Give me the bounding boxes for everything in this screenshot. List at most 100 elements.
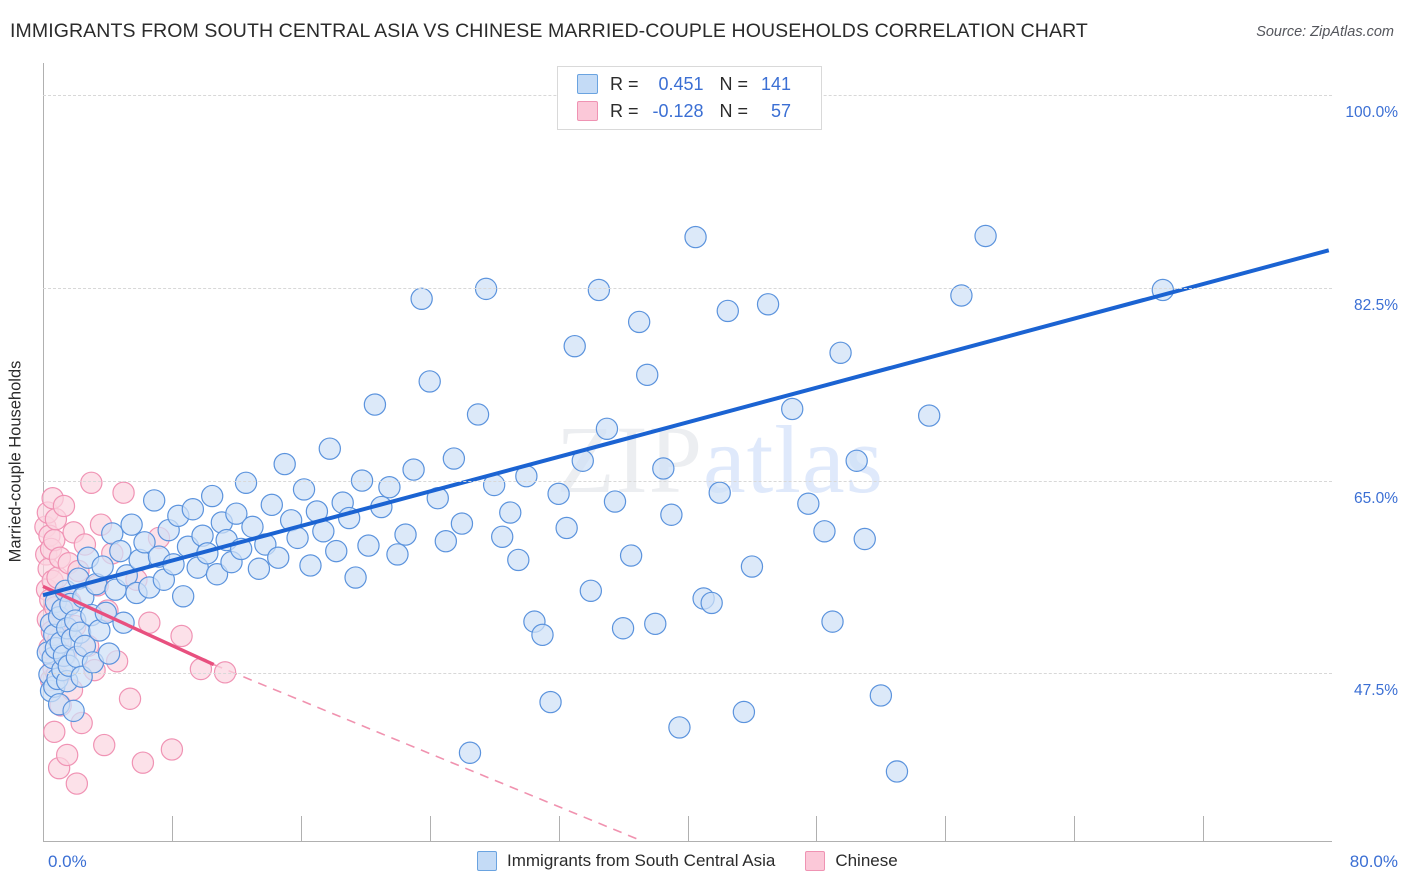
scatter-point — [442, 447, 466, 470]
gridline — [43, 480, 1332, 482]
x-axis-tick — [687, 816, 689, 841]
scatter-point — [247, 557, 271, 580]
series-label-blue: Immigrants from South Central Asia — [507, 851, 776, 870]
scatter-point — [974, 224, 997, 248]
scatter-point — [652, 457, 675, 480]
scatter-plot — [34, 224, 1330, 841]
scatter-point — [200, 484, 224, 508]
scatter-point — [781, 397, 804, 421]
scatter-point — [603, 490, 627, 513]
scatter-point — [378, 476, 401, 499]
scatter-point — [434, 529, 458, 553]
scatter-point — [732, 700, 756, 724]
series-label-pink: Chinese — [835, 851, 898, 870]
y-axis-title: Married-couple Households — [6, 360, 25, 563]
scatter-point — [499, 501, 522, 524]
scatter-point — [133, 531, 156, 554]
scatter-point — [885, 760, 909, 783]
scatter-point — [410, 287, 433, 310]
y-axis-tick-label: 47.5% — [1354, 682, 1398, 700]
scatter-point — [62, 699, 85, 723]
scatter-point — [363, 393, 387, 416]
scatter-point — [299, 554, 322, 577]
scatter-point — [756, 293, 780, 316]
scatter-point — [458, 741, 482, 764]
scatter-point — [234, 471, 258, 495]
r-label-pink: R = — [610, 100, 639, 121]
scatter-point — [97, 642, 121, 665]
scatter-point — [853, 527, 876, 551]
scatter-point — [950, 284, 973, 307]
scatter-point — [225, 502, 248, 525]
scatter-point — [402, 458, 425, 481]
scatter-point — [93, 733, 116, 757]
scatter-point — [708, 481, 731, 504]
scatter-point — [160, 738, 184, 761]
x-axis-min-label: 0.0% — [48, 852, 87, 871]
scatter-point — [170, 624, 193, 648]
scatter-point — [213, 661, 237, 684]
scatter-point — [660, 503, 683, 526]
trendline-chinese — [42, 584, 215, 667]
scatter-point — [418, 370, 441, 393]
scatter-point — [171, 585, 195, 608]
scatter-point — [917, 404, 941, 427]
scatter-point — [668, 716, 691, 739]
scatter-point — [466, 403, 490, 426]
n-value-pink: 57 — [771, 100, 792, 121]
scatter-point — [547, 482, 570, 506]
scatter-point — [120, 513, 143, 536]
scatter-point — [52, 494, 76, 518]
r-value-blue: 0.451 — [658, 73, 704, 94]
scatter-point — [740, 555, 764, 578]
scatter-point — [563, 334, 586, 358]
series-legend-item-blue[interactable]: Immigrants from South Central Asia — [477, 851, 775, 871]
scatter-point — [684, 225, 707, 249]
trendline-chinese-extension — [213, 663, 640, 841]
scatter-point — [821, 610, 844, 633]
legend-swatch-blue-icon — [577, 74, 598, 94]
scatter-point — [797, 492, 820, 515]
x-axis-tick — [171, 816, 173, 841]
scatter-point — [869, 684, 893, 707]
scatter-point — [91, 555, 114, 578]
scatter-point — [579, 579, 603, 602]
scatter-point — [627, 310, 651, 334]
scatter-point — [267, 546, 290, 569]
x-axis-max-label: 80.0% — [1349, 852, 1398, 871]
series-legend-item-pink[interactable]: Chinese — [805, 851, 898, 871]
x-axis-line — [43, 841, 1332, 842]
stats-row-pink: R = -0.128 N = 57 — [577, 98, 791, 124]
scatter-point — [507, 548, 530, 572]
x-axis-tick — [429, 816, 431, 841]
y-axis-line — [43, 63, 44, 842]
scatter-point — [205, 563, 229, 586]
scatter-point — [386, 543, 409, 566]
scatter-point — [611, 617, 635, 640]
scatter-point — [644, 612, 667, 636]
scatter-point — [131, 751, 155, 774]
scatter-point — [142, 489, 166, 512]
scatter-point — [118, 687, 142, 710]
scatter-point — [394, 523, 417, 546]
scatter-point — [531, 623, 554, 647]
scatter-point — [241, 515, 264, 539]
scatter-point — [112, 481, 135, 504]
correlation-stats-legend: R = 0.451 N = 141 R = -0.128 N = 57 — [557, 66, 822, 130]
scatter-point — [845, 449, 868, 472]
scatter-point — [292, 478, 316, 501]
scatter-point — [700, 591, 723, 615]
n-value-blue: 141 — [760, 73, 792, 94]
source-attribution: Source: ZipAtlas.com — [1256, 24, 1394, 40]
scatter-point — [716, 299, 739, 323]
y-axis-tick-label: 82.5% — [1354, 296, 1398, 314]
series-legend: Immigrants from South Central Asia Chine… — [477, 851, 928, 871]
scatter-point — [344, 566, 367, 589]
scatter-point — [813, 520, 836, 543]
n-label-blue: N = — [719, 73, 749, 94]
x-axis-tick — [300, 816, 302, 841]
scatter-point — [539, 690, 562, 714]
gridline — [43, 673, 1332, 675]
scatter-point — [636, 363, 659, 387]
